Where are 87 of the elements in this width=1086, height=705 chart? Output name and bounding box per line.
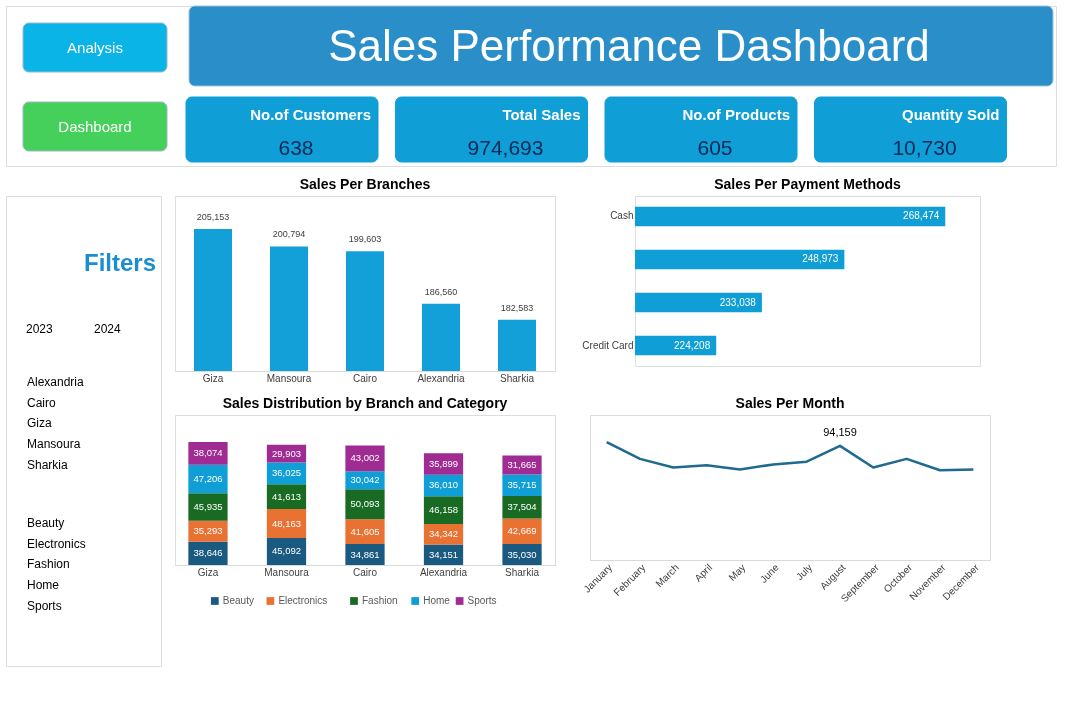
data-label: 186,560 [424, 286, 458, 297]
x-tick-label: Alexandria [417, 372, 466, 384]
text: 605 [697, 136, 733, 159]
data-label: 34,861 [350, 548, 380, 560]
data-label: 38,646 [193, 547, 223, 559]
data-label: 35,899 [428, 457, 459, 469]
data-label: 224,208 [674, 339, 711, 351]
legend-label: Fashion [362, 595, 398, 606]
x-tick-label: May [726, 561, 748, 583]
x-tick-label: Mansoura [266, 372, 312, 384]
y-tick-label: Credit Card [582, 339, 634, 351]
data-label: 45,935 [193, 500, 223, 512]
bar [502, 518, 542, 545]
data-label: 43,002 [350, 452, 380, 464]
annotation: 2024 [94, 321, 122, 336]
text: 974,693 [467, 136, 544, 159]
data-label: 38,074 [193, 447, 223, 459]
x-tick-label: Sharkia [500, 372, 535, 384]
text: Beauty [27, 516, 65, 531]
chart-title: Sales Distribution by Branch and Category [222, 395, 508, 411]
data-label: 200,794 [272, 229, 306, 240]
x-tick-label: Sharkia [505, 566, 540, 578]
data-label: 47,206 [193, 473, 223, 485]
data-label: 37,504 [507, 501, 537, 513]
text: Sports [27, 598, 62, 613]
x-tick-label: July [793, 561, 815, 583]
data-label: 182,583 [500, 302, 534, 313]
category-label: No.of Customers [250, 106, 371, 123]
text: Mansoura [27, 437, 81, 452]
text: Giza [27, 416, 52, 431]
legend-label: Sports [467, 595, 497, 606]
text: Dashboard [58, 118, 132, 135]
x-tick-label: Giza [202, 372, 224, 384]
data-label: 268,474 [903, 210, 940, 222]
text: Filters [83, 248, 156, 276]
category-label: Quantity Sold [902, 106, 1000, 123]
annotation: 94,159 [823, 425, 857, 438]
legend-label: Electronics [278, 595, 328, 606]
data-label: 205,153 [196, 211, 230, 222]
bar [345, 445, 385, 472]
data-label: 30,042 [350, 474, 380, 486]
data-label: 36,025 [271, 467, 302, 479]
data-label: 41,605 [350, 525, 380, 537]
bar [345, 519, 385, 545]
bar [188, 464, 228, 494]
x-tick-label: Mansoura [264, 566, 310, 578]
text: Sales Performance Dashboard [328, 21, 930, 70]
chart-title: Sales Per Branches [299, 176, 431, 192]
category-label: No.of Products [682, 106, 790, 123]
data-label: 29,903 [271, 447, 302, 459]
chart-title: Sales Per Payment Methods [714, 176, 902, 192]
data-label: 31,665 [507, 459, 537, 471]
data-label: 50,093 [350, 498, 380, 510]
data-label: 36,010 [428, 479, 459, 491]
text: Sharkia [27, 457, 69, 472]
data-label: 45,092 [271, 545, 302, 557]
y-tick-label: Cash [610, 210, 634, 222]
text: Fashion [27, 557, 70, 572]
data-label: 35,293 [193, 525, 223, 537]
bar [345, 489, 385, 520]
data-label: 248,973 [802, 253, 839, 265]
x-tick-label: Giza [197, 566, 219, 578]
data-label: 199,603 [348, 234, 382, 245]
legend-label: Beauty [222, 595, 254, 606]
text: Home [27, 578, 60, 593]
x-tick-label: Cairo [353, 566, 378, 578]
data-label: 48,163 [271, 517, 302, 529]
data-label: 46,158 [428, 504, 459, 516]
data-label: 34,342 [428, 528, 459, 540]
text: 10,730 [892, 136, 957, 159]
text: Electronics [27, 536, 86, 551]
text: 638 [278, 136, 314, 159]
chart-title: Sales Per Month [735, 395, 845, 411]
data-label: 35,030 [507, 548, 537, 560]
x-tick-label: Cairo [353, 372, 378, 384]
data-label: 233,038 [719, 296, 757, 308]
data-label: 35,715 [507, 479, 537, 491]
text: Cairo [27, 395, 56, 410]
bar [188, 493, 228, 521]
data-label: 34,151 [428, 548, 459, 560]
x-tick-label: Alexandria [419, 566, 468, 578]
annotation: 2023 [26, 321, 54, 336]
category-label: Total Sales [502, 106, 581, 123]
data-label: 42,669 [507, 525, 537, 537]
legend-label: Home [423, 595, 451, 606]
data-label: 41,613 [271, 490, 302, 502]
text: Analysis [67, 39, 123, 56]
